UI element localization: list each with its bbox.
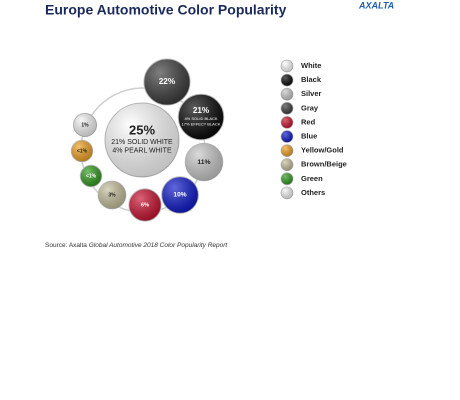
legend-label: White <box>301 61 321 70</box>
legend-shade <box>281 88 293 101</box>
value-label: <1% <box>77 148 88 154</box>
source-title: Global Automotive 2018 Color Popularity … <box>89 242 229 249</box>
value-label: <1% <box>86 173 97 179</box>
legend-shade <box>281 74 293 87</box>
legend-shade <box>281 130 293 143</box>
source-prefix: Source: Axalta <box>45 242 87 249</box>
legend-shade <box>281 172 293 185</box>
note: 17% EFFECT BLACK <box>182 122 221 127</box>
chart-title: Europe Automotive Color Popularity <box>45 2 287 18</box>
value-label: 22% <box>159 76 176 86</box>
legend-shade <box>281 102 293 115</box>
legend-label: Yellow/Gold <box>301 146 344 155</box>
value-label: 10% <box>173 192 186 199</box>
legend-shade <box>281 60 293 72</box>
value-label: 11% <box>197 159 210 166</box>
note: 4% PEARL WHITE <box>112 147 172 154</box>
legend-shade <box>281 116 293 129</box>
legend-label: Gray <box>301 103 319 112</box>
legend-shade <box>281 158 293 171</box>
value-label: 1% <box>81 122 89 128</box>
legend-label: Green <box>301 174 323 183</box>
value-label: 25% <box>129 122 155 137</box>
value-label: 3% <box>108 192 116 198</box>
value-label: 6% <box>141 203 149 209</box>
legend-label: Others <box>301 188 325 197</box>
legend-label: Red <box>301 117 316 126</box>
legend-label: Silver <box>301 89 322 98</box>
legend-label: Blue <box>301 131 317 140</box>
legend-shade <box>281 144 293 157</box>
logo: AXALTA <box>358 0 394 10</box>
value-label: 21% <box>193 106 210 115</box>
note: 21% SOLID WHITE <box>111 139 173 146</box>
legend-shade <box>281 186 293 199</box>
source: Source: Axalta Global Automotive 2018 Co… <box>45 242 228 249</box>
note: 4% SOLID BLACK <box>184 116 217 121</box>
legend-label: Black <box>301 75 322 84</box>
legend-label: Brown/Beige <box>301 160 347 169</box>
